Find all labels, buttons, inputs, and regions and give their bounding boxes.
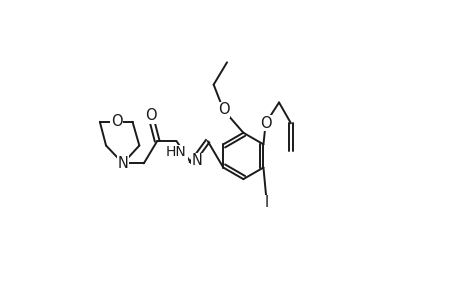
Text: I: I <box>263 195 268 210</box>
Text: O: O <box>145 108 156 123</box>
Text: HN: HN <box>166 146 186 159</box>
Text: O: O <box>217 102 229 117</box>
Text: O: O <box>111 114 122 129</box>
Text: N: N <box>191 154 202 169</box>
Text: O: O <box>259 116 271 131</box>
Text: N: N <box>118 156 128 171</box>
